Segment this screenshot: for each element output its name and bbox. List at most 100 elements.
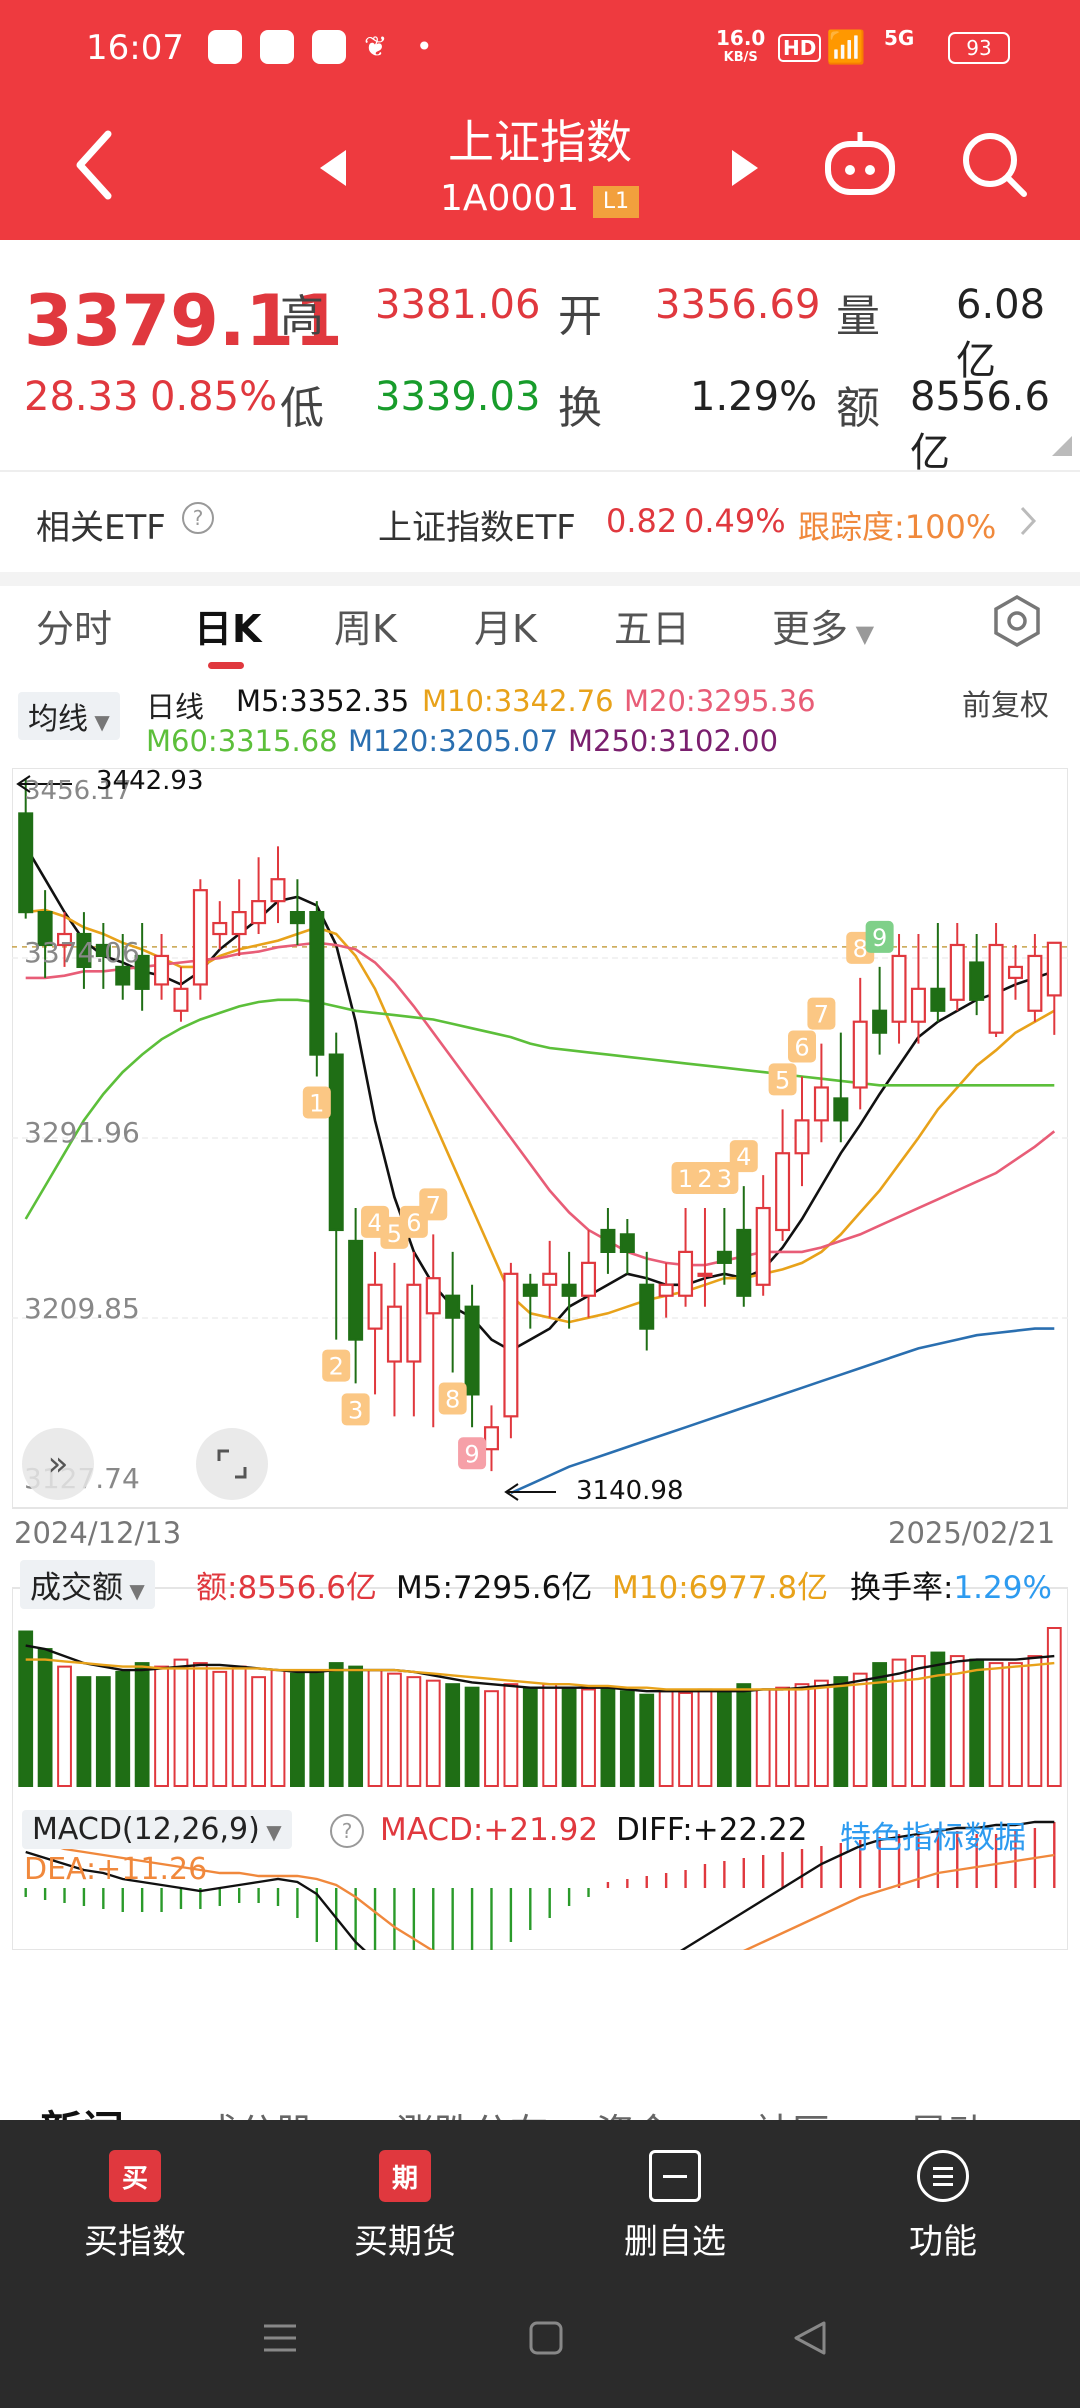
volume-vol-ma10-line bbox=[25, 1658, 1055, 1691]
prev-stock-icon[interactable] bbox=[318, 148, 348, 192]
special-indicator-link[interactable]: 特色指标数据 bbox=[840, 1820, 1026, 1856]
remove-watchlist-button[interactable]: 删自选 bbox=[600, 2150, 750, 2263]
tab-news[interactable]: 新闻 bbox=[40, 2098, 124, 2120]
functions-button[interactable]: 功能 bbox=[868, 2150, 1018, 2263]
hd-icon: HD bbox=[778, 34, 822, 62]
next-stock-icon[interactable] bbox=[730, 148, 760, 192]
ma-selector[interactable]: 均线 ▼ bbox=[18, 692, 120, 740]
magic-badge-number: 8 bbox=[445, 1385, 460, 1413]
high-value: 3381.06 bbox=[375, 282, 541, 328]
volume-turnover-label: 换手率: bbox=[850, 1570, 954, 1606]
volume-bar bbox=[891, 1658, 907, 1787]
ma-line-m120 bbox=[510, 1327, 1055, 1495]
magic-badge bbox=[807, 997, 836, 1030]
adjust-mode[interactable]: 前复权 bbox=[962, 688, 1050, 722]
diff-value: DIFF:+22.22 bbox=[616, 1812, 808, 1848]
minus-box-icon bbox=[649, 2150, 701, 2202]
magic-badge bbox=[341, 1393, 370, 1426]
macd-dea-line bbox=[25, 1838, 1055, 1950]
expand-corner-icon[interactable] bbox=[1052, 436, 1072, 460]
nav-back-icon[interactable] bbox=[792, 2320, 828, 2360]
turnover-value: 1.29% bbox=[690, 374, 818, 420]
nav-menu-icon[interactable] bbox=[262, 2320, 298, 2360]
volume-bar bbox=[231, 1665, 247, 1787]
search-icon[interactable] bbox=[960, 130, 1030, 204]
macd-selector[interactable]: MACD(12,26,9) ▼ bbox=[22, 1810, 292, 1849]
bottom-info-tabs: 新闻 成分股 涨跌分布 资金 社区 异动 bbox=[0, 2050, 1080, 2120]
volume-value: 6.08亿 bbox=[956, 282, 1046, 384]
high-marker-arrow-head bbox=[16, 775, 31, 793]
candle-body bbox=[658, 1283, 674, 1297]
tab-constituents[interactable]: 成分股 bbox=[200, 2102, 314, 2120]
volume-bar bbox=[328, 1662, 344, 1787]
ma-m120: M120:3205.07 bbox=[348, 724, 559, 758]
tab-alerts[interactable]: 异动 bbox=[910, 2102, 986, 2120]
related-etf-row[interactable]: 相关ETF ? 上证指数ETF 0.82 0.49% 跟踪度:100% bbox=[0, 470, 1080, 586]
etf-label: 相关ETF bbox=[36, 508, 166, 548]
quote-panel: 3379.11 28.33 0.85% 高 3381.06 低 3339.03 … bbox=[0, 240, 1080, 476]
robot-assistant-icon[interactable] bbox=[822, 128, 898, 202]
buy-futures-button[interactable]: 期 买期货 bbox=[330, 2150, 480, 2263]
volume-bar bbox=[18, 1630, 34, 1787]
volume-bar bbox=[406, 1676, 422, 1788]
expand-fast-forward-icon[interactable]: » bbox=[22, 1428, 94, 1500]
volume-vol-ma5-line bbox=[25, 1644, 1055, 1693]
price-pane-frame bbox=[12, 768, 1068, 1509]
settings-hexagon-icon[interactable] bbox=[990, 594, 1044, 652]
magic-badge-number: 4 bbox=[367, 1209, 382, 1237]
volume-m10: M10:6977.8亿 bbox=[612, 1570, 829, 1606]
volume-bar bbox=[1027, 1655, 1043, 1787]
help-icon[interactable]: ? bbox=[330, 1814, 364, 1848]
candle-body bbox=[775, 1152, 791, 1232]
nav-home-icon[interactable] bbox=[528, 2320, 564, 2360]
magic-badge-number: 6 bbox=[794, 1034, 809, 1062]
fullscreen-icon[interactable] bbox=[196, 1428, 268, 1500]
tab-intraday[interactable]: 分时 bbox=[36, 607, 113, 651]
tab-daily-k[interactable]: 日K bbox=[194, 607, 262, 651]
magic-badge-number: 7 bbox=[426, 1191, 441, 1219]
y-tick-3: 3291.96 bbox=[24, 1116, 140, 1149]
candle-body bbox=[231, 910, 247, 936]
volume-bar bbox=[561, 1686, 577, 1788]
app-header: 16:07 ❦ • 16.0 KB/S HD 📶 5G 93 上证指数 1A00… bbox=[0, 0, 1080, 240]
help-icon[interactable]: ? bbox=[182, 502, 214, 534]
tab-five-day[interactable]: 五日 bbox=[614, 607, 691, 651]
candle-body bbox=[57, 932, 73, 947]
volume-bar bbox=[387, 1672, 402, 1788]
app-notify-icon bbox=[312, 30, 346, 64]
magic-badge-number: 7 bbox=[814, 1001, 829, 1029]
tab-monthly-k[interactable]: 月K bbox=[474, 607, 537, 651]
candle-body bbox=[813, 1086, 829, 1122]
magic-badge bbox=[438, 1382, 467, 1415]
volume-bar bbox=[270, 1669, 286, 1788]
tab-funds[interactable]: 资金 bbox=[596, 2102, 672, 2120]
battery-icon: 93 bbox=[948, 32, 1010, 64]
candle-body bbox=[969, 961, 985, 1001]
candle-body bbox=[1046, 941, 1062, 997]
back-icon[interactable] bbox=[70, 128, 120, 206]
buy-futures-label: 买期货 bbox=[354, 2222, 456, 2262]
candle-body bbox=[289, 910, 305, 925]
tab-more[interactable]: 更多 ▼ bbox=[772, 598, 874, 653]
magic-badge-number: 6 bbox=[406, 1209, 421, 1237]
tab-distribution[interactable]: 涨跌分布 bbox=[396, 2102, 548, 2120]
candle-body bbox=[833, 1097, 849, 1122]
tab-community[interactable]: 社区 bbox=[754, 2102, 830, 2120]
chevron-down-icon: ▼ bbox=[123, 1579, 145, 1603]
low-marker-label: 3140.98 bbox=[576, 1476, 684, 1506]
candle-body bbox=[1027, 954, 1043, 1012]
candle-body bbox=[697, 1272, 713, 1277]
chevron-down-icon: ▼ bbox=[848, 620, 875, 648]
buy-index-button[interactable]: 买 买指数 bbox=[60, 2150, 210, 2263]
magic-badge-number: 9 bbox=[872, 924, 887, 952]
candle-body bbox=[18, 812, 34, 914]
tab-weekly-k[interactable]: 周K bbox=[334, 607, 397, 651]
volume-selector[interactable]: 成交额 ▼ bbox=[20, 1560, 155, 1609]
app-notify-icon bbox=[208, 30, 242, 64]
turnover-label: 换 bbox=[558, 383, 602, 434]
chevron-right-icon bbox=[1018, 504, 1038, 542]
candle-body bbox=[988, 943, 1004, 1034]
candle-body bbox=[173, 987, 189, 1012]
candle-body bbox=[309, 910, 325, 1056]
